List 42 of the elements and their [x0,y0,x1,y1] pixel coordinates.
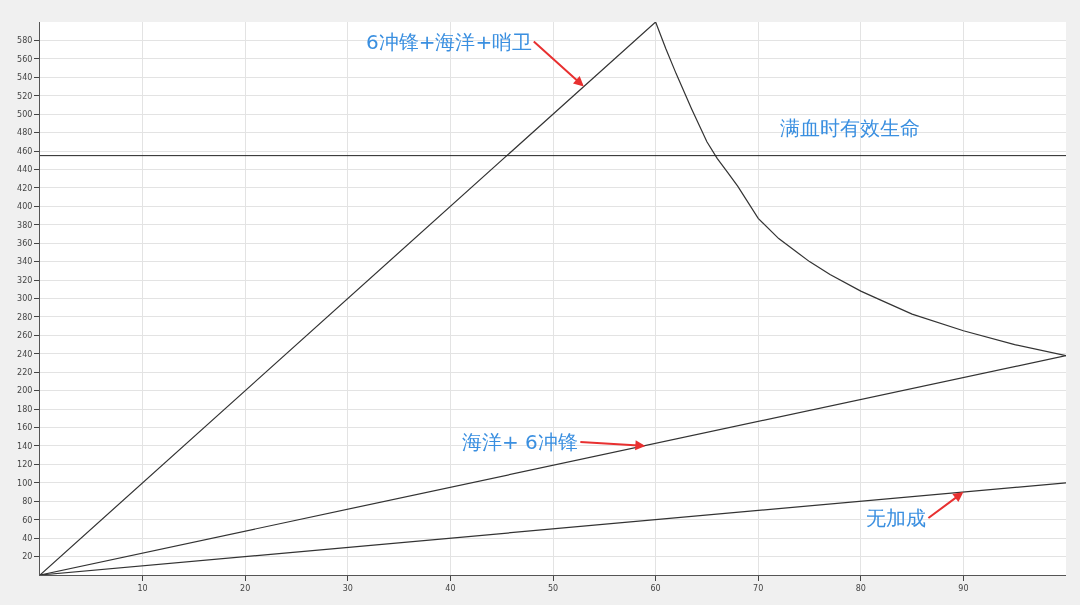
x-tick-label: 70 [753,583,764,593]
x-tick-label: 60 [650,583,661,593]
x-tick-label: 30 [342,583,353,593]
ref-line-label: 满血时有效生命 [780,116,920,140]
y-tick-label: 200 [17,386,33,396]
y-tick-label: 480 [17,128,33,138]
y-tick-label: 440 [17,165,33,175]
y-tick-label: 40 [22,533,33,543]
y-tick-label: 540 [17,73,33,83]
y-tick-label: 240 [17,349,33,359]
x-tick-label: 80 [855,583,866,593]
y-tick-label: 180 [17,404,33,414]
y-tick-label: 380 [17,220,33,230]
y-tick-label: 400 [17,202,33,212]
annotation: 无加成 [866,506,926,530]
y-tick-label: 500 [17,109,33,119]
y-tick-label: 520 [17,91,33,101]
y-tick-label: 340 [17,257,33,267]
annotation: 海洋+ 6冲锋 [462,430,578,454]
y-tick-label: 220 [17,368,33,378]
y-tick-label: 300 [17,294,33,304]
y-tick-label: 460 [17,146,33,156]
y-tick-label: 360 [17,239,33,248]
y-tick-label: 560 [17,54,33,64]
x-tick-label: 90 [958,583,969,593]
y-tick-label: 260 [17,331,33,341]
y-tick-label: 580 [17,36,33,46]
y-tick-label: 60 [22,515,33,525]
y-tick-label: 100 [17,478,33,488]
x-tick-label: 20 [240,583,251,593]
y-tick-label: 80 [22,497,33,507]
y-tick-label: 120 [17,460,33,470]
y-tick-label: 420 [17,183,33,193]
y-tick-label: 20 [22,552,33,562]
x-tick-label: 10 [137,583,148,593]
annotation: 6冲锋+海洋+哨卫 [366,30,533,54]
y-tick-label: 280 [17,312,33,322]
y-tick-label: 320 [17,275,33,285]
y-tick-label: 140 [17,441,33,451]
y-tick-label: 160 [17,423,33,433]
x-tick-label: 40 [445,583,456,593]
x-tick-label: 50 [547,583,559,593]
